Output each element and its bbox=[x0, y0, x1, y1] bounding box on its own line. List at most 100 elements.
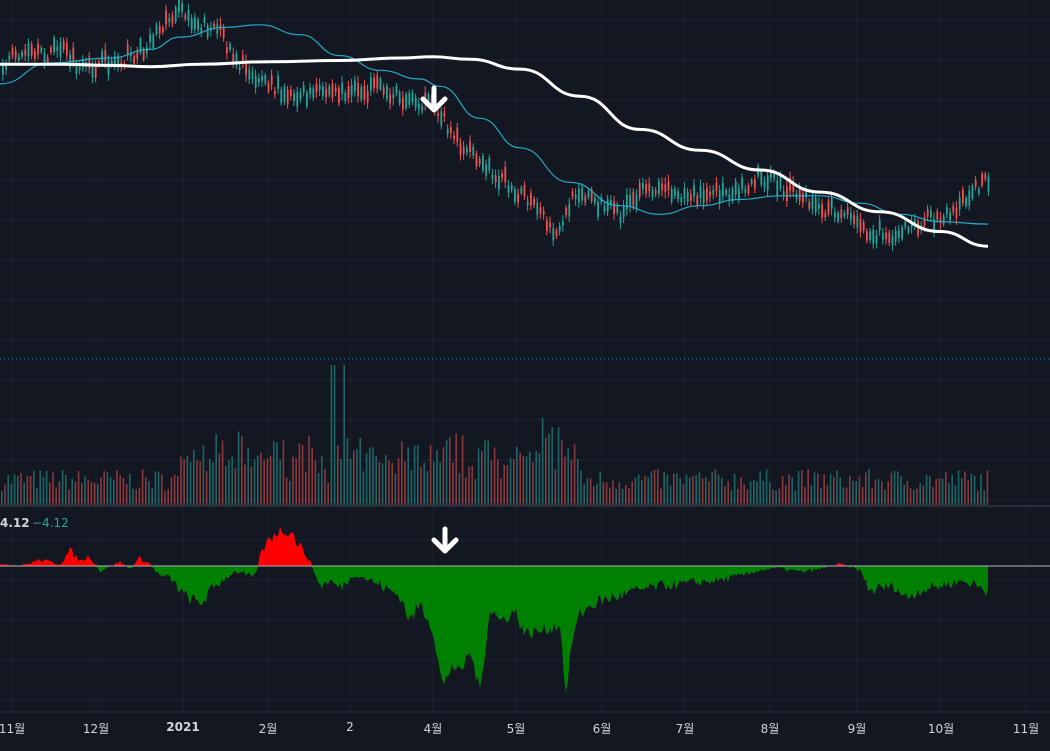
candle-body bbox=[699, 186, 702, 198]
candle-body bbox=[722, 183, 724, 197]
volume-bar bbox=[343, 365, 345, 505]
volume-bar bbox=[794, 490, 797, 505]
volume-bar bbox=[701, 478, 704, 505]
volume-bar bbox=[525, 456, 528, 505]
volume-bar bbox=[634, 477, 637, 505]
candle-body bbox=[395, 85, 398, 94]
candle-body bbox=[773, 173, 775, 179]
candle-body bbox=[792, 181, 795, 192]
candle-body bbox=[130, 52, 132, 56]
volume-bar bbox=[420, 466, 422, 505]
volume-bar bbox=[276, 442, 278, 505]
candle-body bbox=[200, 27, 203, 34]
grid-lines bbox=[0, 0, 1050, 712]
volume-bar bbox=[109, 477, 112, 505]
candle-body bbox=[853, 215, 855, 224]
candle-body bbox=[274, 90, 276, 95]
volume-bar bbox=[733, 473, 736, 505]
candle-body bbox=[658, 181, 660, 194]
volume-bar bbox=[692, 476, 694, 505]
candle-body bbox=[664, 184, 667, 192]
volume-bar bbox=[685, 474, 688, 505]
volume-bar bbox=[849, 475, 851, 505]
volume-bar bbox=[145, 477, 147, 505]
candle-body bbox=[402, 97, 404, 110]
volume-bar bbox=[618, 482, 621, 505]
candle-body bbox=[715, 182, 718, 192]
candle-body bbox=[731, 188, 734, 202]
volume-bar bbox=[93, 483, 96, 505]
candle-body bbox=[766, 175, 769, 191]
candle-body bbox=[693, 185, 695, 196]
volume-bar bbox=[228, 460, 230, 505]
volume-bar bbox=[129, 473, 131, 505]
volume-bar bbox=[177, 475, 179, 505]
volume-bar bbox=[103, 471, 105, 505]
volume-bar bbox=[845, 487, 848, 505]
candle-body bbox=[834, 212, 836, 218]
volume-bar bbox=[964, 471, 966, 505]
candle-body bbox=[264, 75, 267, 84]
candle-body bbox=[155, 24, 158, 35]
candle-body bbox=[760, 171, 763, 185]
candle-body bbox=[744, 188, 747, 193]
volume-bar bbox=[852, 480, 854, 505]
volume-bar bbox=[429, 444, 432, 505]
volume-bar bbox=[327, 482, 329, 505]
candle-body bbox=[968, 190, 971, 206]
candle-body bbox=[850, 213, 852, 220]
volume-bar bbox=[141, 469, 144, 505]
volume-bar bbox=[391, 462, 393, 505]
candle-body bbox=[133, 56, 135, 64]
candle-body bbox=[27, 43, 30, 57]
x-tick-label: 10월 bbox=[927, 722, 955, 736]
volume-bar bbox=[679, 478, 681, 505]
volume-bar bbox=[199, 461, 201, 505]
candle-body bbox=[843, 212, 846, 216]
candle-body bbox=[149, 34, 151, 43]
volume-bar bbox=[359, 438, 361, 505]
candle-body bbox=[296, 92, 299, 107]
candle-body bbox=[347, 86, 350, 98]
volume-bar bbox=[929, 476, 931, 505]
candle-body bbox=[661, 183, 663, 190]
candle-body bbox=[747, 185, 750, 194]
arrow-head bbox=[431, 537, 459, 554]
oscillator-area bbox=[0, 526, 988, 693]
volume-bar bbox=[388, 460, 390, 505]
volume-bar bbox=[269, 455, 272, 505]
volume-bar bbox=[682, 484, 685, 505]
volume-bar bbox=[957, 470, 960, 505]
volume-bar bbox=[433, 461, 435, 505]
volume-bar bbox=[209, 458, 211, 505]
volume-bar bbox=[308, 436, 310, 505]
candle-body bbox=[734, 181, 737, 195]
candle-body bbox=[168, 18, 171, 22]
volume-bar bbox=[708, 481, 710, 505]
volume-bar bbox=[727, 481, 729, 505]
volume-bar bbox=[113, 479, 115, 505]
candle-body bbox=[578, 189, 580, 203]
candle-body bbox=[328, 86, 331, 96]
volume-bar bbox=[506, 465, 509, 505]
volume-bar bbox=[628, 488, 630, 505]
volume-bar bbox=[298, 443, 301, 505]
candle-body bbox=[117, 56, 119, 68]
volume-bar bbox=[218, 453, 221, 505]
volume-bar bbox=[273, 441, 275, 505]
candle-body bbox=[683, 188, 686, 199]
volume-bar bbox=[580, 470, 582, 505]
volume-bar bbox=[573, 444, 576, 505]
volume-bar bbox=[369, 447, 371, 505]
candle-body bbox=[901, 227, 903, 239]
candle-body bbox=[862, 222, 865, 231]
candle-body bbox=[619, 216, 622, 224]
volume-bar bbox=[487, 440, 489, 505]
volume-bar bbox=[189, 462, 192, 505]
candle-body bbox=[562, 221, 564, 226]
volume-bar bbox=[305, 472, 307, 505]
candle-body bbox=[286, 89, 289, 105]
candle-body bbox=[59, 42, 62, 57]
volume-bar bbox=[410, 470, 413, 505]
